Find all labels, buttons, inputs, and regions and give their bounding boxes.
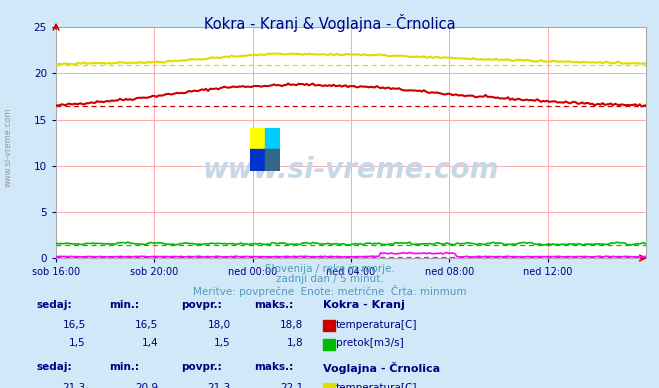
Bar — [250, 128, 265, 149]
Text: www.si-vreme.com: www.si-vreme.com — [4, 108, 13, 187]
Text: Kokra - Kranj: Kokra - Kranj — [323, 300, 405, 310]
Bar — [265, 149, 280, 171]
Text: 21,3: 21,3 — [63, 383, 86, 388]
Text: povpr.:: povpr.: — [181, 300, 222, 310]
Bar — [250, 149, 265, 171]
Text: Voglajna - Črnolica: Voglajna - Črnolica — [323, 362, 440, 374]
Text: 20,9: 20,9 — [135, 383, 158, 388]
Text: maks.:: maks.: — [254, 362, 293, 372]
Text: zadnji dan / 5 minut.: zadnji dan / 5 minut. — [275, 274, 384, 284]
Text: 22,1: 22,1 — [280, 383, 303, 388]
Text: maks.:: maks.: — [254, 300, 293, 310]
Text: sedaj:: sedaj: — [36, 362, 72, 372]
Text: Kokra - Kranj & Voglajna - Črnolica: Kokra - Kranj & Voglajna - Črnolica — [204, 14, 455, 31]
Text: 1,4: 1,4 — [142, 338, 158, 348]
Bar — [265, 128, 280, 149]
Text: Meritve: povprečne  Enote: metrične  Črta: minmum: Meritve: povprečne Enote: metrične Črta:… — [192, 285, 467, 297]
Text: temperatura[C]: temperatura[C] — [336, 383, 418, 388]
Text: 1,5: 1,5 — [69, 338, 86, 348]
Text: www.si-vreme.com: www.si-vreme.com — [203, 156, 499, 184]
Text: temperatura[C]: temperatura[C] — [336, 320, 418, 330]
Text: 1,8: 1,8 — [287, 338, 303, 348]
Text: 16,5: 16,5 — [63, 320, 86, 330]
Text: 18,8: 18,8 — [280, 320, 303, 330]
Text: min.:: min.: — [109, 300, 139, 310]
Text: povpr.:: povpr.: — [181, 362, 222, 372]
Text: Slovenija / reke in morje.: Slovenija / reke in morje. — [264, 264, 395, 274]
Text: pretok[m3/s]: pretok[m3/s] — [336, 338, 404, 348]
Text: 16,5: 16,5 — [135, 320, 158, 330]
Text: sedaj:: sedaj: — [36, 300, 72, 310]
Text: min.:: min.: — [109, 362, 139, 372]
Text: 1,5: 1,5 — [214, 338, 231, 348]
Text: 21,3: 21,3 — [208, 383, 231, 388]
Text: 18,0: 18,0 — [208, 320, 231, 330]
